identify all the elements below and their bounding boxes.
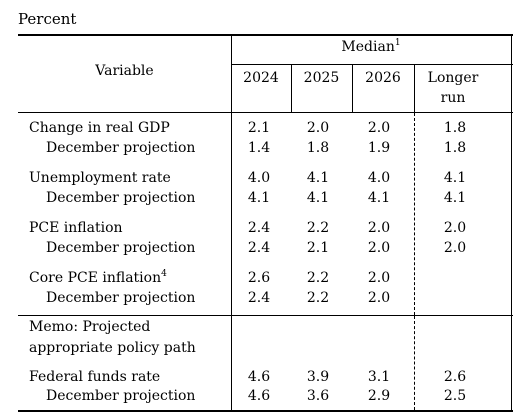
cell-fed-funds-december-2026: 2.9 bbox=[367, 388, 391, 404]
year-divider-1 bbox=[291, 64, 292, 112]
cell-fed-funds-longer-run: 2.6 bbox=[443, 369, 467, 385]
cell-pce-december-2026: 2.0 bbox=[367, 240, 391, 256]
cell-real-gdp-2024: 2.1 bbox=[247, 120, 271, 136]
row-label-fed-funds: Federal funds rate bbox=[29, 369, 161, 385]
cell-pce-2025: 2.2 bbox=[306, 220, 330, 236]
cell-unemployment-2025: 4.1 bbox=[306, 170, 330, 186]
cell-real-gdp-longer-run: 1.8 bbox=[443, 120, 467, 136]
row-label-pce-inflation: PCE inflation bbox=[29, 220, 123, 236]
row-label-real-gdp: Change in real GDP bbox=[29, 120, 170, 136]
year-divider-2 bbox=[352, 64, 353, 112]
longer-run-divider-upper bbox=[414, 113, 415, 315]
cell-real-gdp-december-2025: 1.8 bbox=[306, 140, 330, 156]
median-footnote-marker: 1 bbox=[394, 38, 401, 48]
cell-fed-funds-december-longer-run: 2.5 bbox=[443, 388, 467, 404]
cell-unemployment-longer-run: 4.1 bbox=[443, 170, 467, 186]
row-label-core-pce: Core PCE inflation4 bbox=[29, 269, 167, 287]
cell-pce-december-2024: 2.4 bbox=[247, 240, 271, 256]
cell-pce-december-longer-run: 2.0 bbox=[443, 240, 467, 256]
cell-real-gdp-2025: 2.0 bbox=[306, 120, 330, 136]
right-edge bbox=[511, 34, 512, 412]
bottom-rule bbox=[18, 410, 513, 412]
year-header-2026: 2026 bbox=[365, 70, 401, 86]
cell-pce-december-2025: 2.1 bbox=[306, 240, 330, 256]
cell-real-gdp-december-2024: 1.4 bbox=[247, 140, 271, 156]
row-label-unemployment: Unemployment rate bbox=[29, 170, 171, 186]
variable-header: Variable bbox=[95, 63, 154, 79]
cell-unemployment-2024: 4.0 bbox=[247, 170, 271, 186]
core-pce-footnote-marker: 4 bbox=[161, 269, 167, 279]
year-header-2025: 2025 bbox=[303, 70, 340, 86]
cell-core-pce-december-2024: 2.4 bbox=[247, 290, 271, 306]
longer-run-header-line2: run bbox=[440, 90, 466, 106]
median-header-text: Median bbox=[341, 39, 395, 55]
cell-unemployment-december-2025: 4.1 bbox=[306, 190, 330, 206]
cell-pce-longer-run: 2.0 bbox=[443, 220, 467, 236]
cell-real-gdp-2026: 2.0 bbox=[367, 120, 391, 136]
median-header: Median1 bbox=[231, 38, 511, 56]
cell-fed-funds-december-2025: 3.6 bbox=[306, 388, 330, 404]
row-label-fed-funds-december: December projection bbox=[46, 388, 196, 404]
cell-unemployment-december-longer-run: 4.1 bbox=[443, 190, 467, 206]
longer-run-header-line1: Longer bbox=[427, 70, 479, 86]
longer-run-divider-lower bbox=[414, 316, 415, 410]
cell-fed-funds-2026: 3.1 bbox=[367, 369, 391, 385]
row-label-real-gdp-december: December projection bbox=[46, 140, 196, 156]
cell-pce-2026: 2.0 bbox=[367, 220, 391, 236]
cell-core-pce-2024: 2.6 bbox=[247, 270, 271, 286]
cell-core-pce-2025: 2.2 bbox=[306, 270, 330, 286]
row-label-core-pce-text: Core PCE inflation bbox=[29, 270, 162, 286]
memo-line2: appropriate policy path bbox=[29, 340, 196, 356]
label-divider bbox=[231, 34, 232, 412]
cell-core-pce-2026: 2.0 bbox=[367, 270, 391, 286]
year-header-2024: 2024 bbox=[243, 70, 279, 86]
memo-line1: Memo: Projected bbox=[29, 319, 151, 335]
row-label-core-pce-december: December projection bbox=[46, 290, 196, 306]
cell-unemployment-2026: 4.0 bbox=[367, 170, 391, 186]
cell-unemployment-december-2026: 4.1 bbox=[367, 190, 391, 206]
cell-real-gdp-december-2026: 1.9 bbox=[367, 140, 391, 156]
year-divider-3 bbox=[414, 64, 415, 112]
header-rule bbox=[18, 112, 513, 113]
row-label-unemployment-december: December projection bbox=[46, 190, 196, 206]
median-rule bbox=[231, 64, 513, 65]
row-label-pce-december: December projection bbox=[46, 240, 196, 256]
cell-core-pce-december-2025: 2.2 bbox=[306, 290, 330, 306]
cell-pce-2024: 2.4 bbox=[247, 220, 271, 236]
cell-real-gdp-december-longer-run: 1.8 bbox=[443, 140, 467, 156]
cell-unemployment-december-2024: 4.1 bbox=[247, 190, 271, 206]
cell-fed-funds-2025: 3.9 bbox=[306, 369, 330, 385]
top-rule bbox=[18, 34, 513, 36]
cell-fed-funds-2024: 4.6 bbox=[247, 369, 271, 385]
units-label: Percent bbox=[18, 10, 77, 28]
cell-fed-funds-december-2024: 4.6 bbox=[247, 388, 271, 404]
cell-core-pce-december-2026: 2.0 bbox=[367, 290, 391, 306]
memo-rule bbox=[18, 315, 513, 316]
